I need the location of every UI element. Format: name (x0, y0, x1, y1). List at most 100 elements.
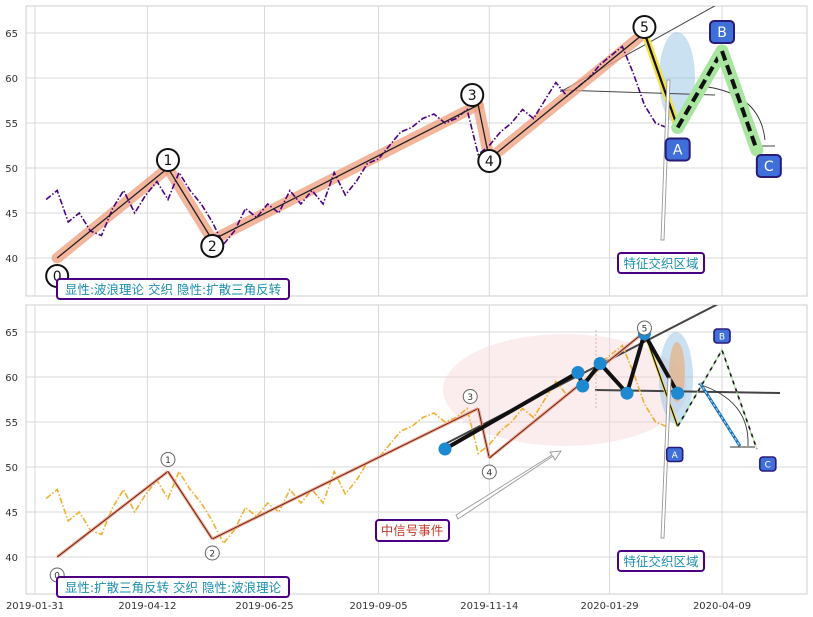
y-tick-label: 65 (5, 328, 18, 339)
top-correction-segment-5a (643, 32, 679, 128)
triangle-point-marker (438, 442, 452, 456)
bottom-wave-segment (489, 331, 645, 459)
wave-label-circle (481, 464, 497, 480)
wave-label-5: 5 (640, 20, 649, 36)
x-tick-label: 2019-04-12 (118, 601, 176, 612)
top-trend-line-lower (559, 89, 716, 96)
y-tick-label: 55 (5, 119, 18, 130)
top-wave-segment (488, 32, 645, 160)
wave-label-c: C (765, 461, 771, 471)
wave-label-4: 4 (486, 469, 492, 479)
wave-label-circle (200, 234, 225, 258)
bottom-y-tick-labels: 40 45 50 55 60 65 (5, 328, 18, 564)
wave-label-circle (477, 149, 502, 173)
bottom-wave-segment (167, 471, 213, 540)
bottom-signal-label-box: 中信号事件 (375, 519, 450, 542)
bottom-wave-segment (212, 408, 479, 540)
wave-label-box (709, 20, 735, 44)
bottom-correction-accent (721, 349, 758, 450)
wave-label-box (759, 456, 777, 472)
top-zone-label-box: 特征交织区域 (617, 252, 705, 274)
wave-label-circle (462, 389, 478, 404)
bottom-signal-arrow (455, 450, 562, 520)
top-wave-segment (211, 104, 479, 241)
top-wave-segment (167, 167, 213, 241)
wave-label-circle (155, 148, 180, 172)
top-caption: 显性:波浪理论 交织 隐性:扩散三角反转 (65, 282, 281, 297)
bottom-price-line (45, 344, 667, 545)
bottom-signal-label: 中信号事件 (381, 523, 444, 538)
wave-label-2: 2 (208, 239, 217, 255)
wave-label-a: A (672, 451, 679, 461)
wave-label-a: A (673, 143, 683, 159)
y-tick-label: 50 (5, 463, 18, 474)
wave-label-circle (636, 320, 652, 336)
x-tick-label: 2019-09-05 (349, 601, 407, 612)
x-axis-tick-labels: 2019-01-31 2019-04-12 2019-06-25 2019-09-05… (6, 601, 751, 612)
y-tick-label: 60 (5, 74, 18, 85)
y-tick-label: 40 (5, 254, 18, 265)
bottom-wave-point-labels: 0 1 2 3 4 5 A B C (49, 320, 777, 583)
wave-label-circle (632, 15, 657, 39)
wave-label-2: 2 (209, 550, 215, 560)
bottom-arc-curve (697, 383, 749, 447)
y-tick-label: 55 (5, 418, 18, 429)
top-correction-segment (720, 50, 759, 151)
y-tick-label: 45 (5, 508, 18, 519)
bottom-blue-dashed-diagonal-overlay (699, 382, 741, 447)
wave-label-box (665, 446, 684, 463)
x-tick-label: 2020-01-29 (581, 601, 639, 612)
triangle-point-marker (576, 379, 590, 393)
triangle-point-marker (571, 366, 585, 379)
top-price-line (45, 45, 667, 246)
wave-label-3: 3 (467, 393, 473, 403)
wave-label-c: C (764, 159, 774, 175)
top-caption-box: 显性:波浪理论 交织 隐性:扩散三角反转 (56, 278, 290, 300)
y-tick-label: 40 (5, 553, 18, 564)
wave-label-b: B (717, 25, 727, 41)
top-wave-segment (56, 167, 169, 259)
wave-label-0: 0 (54, 572, 60, 582)
wave-label-1: 1 (164, 153, 173, 169)
wave-label-0: 0 (53, 269, 62, 285)
bottom-wave-line (56, 330, 758, 559)
wave-label-box (664, 137, 691, 162)
bottom-caption: 显性:扩散三角反转 交织 隐性:波浪理论 (65, 580, 282, 595)
wave-label-b: B (719, 333, 725, 343)
triangle-point-marker (593, 357, 607, 370)
wave-label-1: 1 (165, 456, 171, 466)
bottom-price-series (45, 344, 667, 545)
y-tick-label: 45 (5, 209, 18, 220)
top-wave-line (56, 31, 764, 259)
wave-label-circle (160, 452, 176, 467)
top-wave-point-labels: 0 1 2 3 4 5 A B C (45, 15, 782, 288)
top-zone-label: 特征交织区域 (623, 256, 698, 271)
wave-label-4: 4 (485, 154, 494, 170)
wave-label-3: 3 (468, 88, 477, 104)
x-tick-label: 2020-04-09 (693, 601, 751, 612)
x-tick-label: 2019-06-25 (235, 601, 293, 612)
bottom-zone-label: 特征交织区域 (623, 554, 698, 569)
wave-label-box (755, 154, 782, 178)
bottom-wave-segment (56, 471, 169, 558)
bottom-wave-segment (477, 408, 490, 459)
wave-label-circle (204, 545, 220, 561)
y-tick-label: 50 (5, 164, 18, 175)
triangle-point-marker (671, 386, 685, 400)
bottom-caption-box: 显性:扩散三角反转 交织 隐性:波浪理论 (56, 576, 290, 598)
top-zone-pointer-arrow (660, 79, 671, 241)
top-correction-halo (671, 44, 729, 134)
y-tick-label: 65 (5, 29, 18, 40)
top-price-series (45, 45, 667, 246)
bottom-signal-zone-ellipse (443, 334, 687, 446)
bottom-correction-accent (677, 349, 723, 427)
bottom-zone-label-box: 特征交织区域 (617, 550, 705, 572)
triangle-point-marker (620, 386, 634, 400)
wave-label-5: 5 (642, 325, 648, 335)
wave-label-box (713, 328, 731, 344)
wave-label-circle (460, 83, 485, 107)
y-tick-label: 60 (5, 373, 18, 384)
